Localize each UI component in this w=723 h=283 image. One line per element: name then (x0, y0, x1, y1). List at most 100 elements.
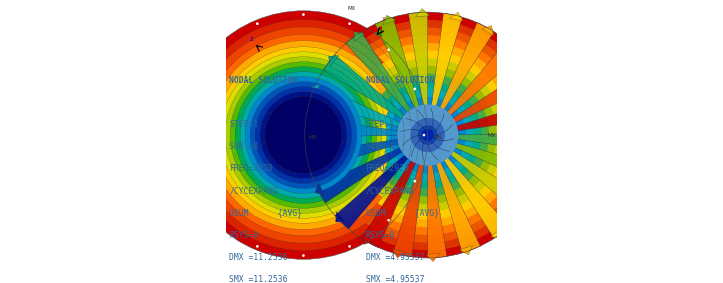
Text: MN: MN (433, 135, 442, 140)
Polygon shape (455, 99, 549, 131)
Circle shape (422, 134, 425, 136)
Polygon shape (362, 159, 416, 248)
Polygon shape (301, 116, 310, 130)
Polygon shape (446, 41, 521, 117)
Circle shape (203, 35, 404, 236)
Polygon shape (393, 249, 406, 258)
Polygon shape (453, 143, 546, 186)
Text: Z: Z (250, 37, 254, 42)
Polygon shape (416, 8, 429, 16)
Circle shape (351, 58, 505, 212)
Text: DMX =11.2536: DMX =11.2536 (229, 253, 288, 262)
Text: /CYCEXPAND: /CYCEXPAND (366, 186, 414, 195)
Text: STEP=1: STEP=1 (229, 120, 258, 129)
Circle shape (312, 20, 543, 250)
Circle shape (343, 51, 512, 220)
Circle shape (188, 20, 419, 250)
Polygon shape (315, 183, 325, 195)
Polygon shape (335, 212, 346, 222)
Circle shape (302, 254, 305, 257)
Circle shape (255, 87, 352, 183)
Text: RSYS=0: RSYS=0 (366, 231, 395, 240)
Polygon shape (375, 17, 420, 110)
Polygon shape (316, 147, 404, 203)
Circle shape (256, 22, 259, 25)
Polygon shape (306, 139, 401, 171)
Polygon shape (362, 234, 374, 244)
Text: MN: MN (309, 135, 317, 140)
Polygon shape (309, 84, 402, 127)
Polygon shape (335, 154, 409, 229)
Circle shape (382, 89, 474, 181)
Circle shape (281, 113, 326, 157)
Polygon shape (545, 140, 554, 154)
Text: FREQ=2920: FREQ=2920 (229, 164, 273, 173)
Circle shape (348, 22, 351, 25)
Circle shape (348, 245, 351, 248)
Polygon shape (428, 163, 447, 258)
Circle shape (367, 74, 489, 196)
Text: /CYCEXPAND: /CYCEXPAND (229, 186, 278, 195)
Polygon shape (426, 254, 440, 261)
Circle shape (296, 128, 311, 143)
Polygon shape (354, 32, 364, 42)
Circle shape (405, 112, 450, 158)
Polygon shape (303, 150, 312, 164)
Circle shape (397, 104, 458, 166)
Circle shape (388, 48, 390, 51)
Circle shape (420, 127, 435, 143)
Circle shape (260, 92, 347, 179)
Polygon shape (305, 117, 400, 137)
Circle shape (302, 13, 305, 16)
Circle shape (181, 134, 184, 136)
Polygon shape (432, 13, 462, 108)
Circle shape (265, 97, 342, 173)
Text: FREQ=2920: FREQ=2920 (366, 164, 409, 173)
Polygon shape (449, 150, 532, 216)
Circle shape (328, 35, 528, 235)
Text: DMX =4.95537: DMX =4.95537 (366, 253, 424, 262)
Text: SMX =4.95537: SMX =4.95537 (366, 275, 424, 283)
Polygon shape (408, 12, 428, 107)
Circle shape (195, 27, 411, 243)
Circle shape (418, 125, 437, 145)
Polygon shape (455, 133, 550, 153)
Circle shape (230, 62, 377, 208)
Circle shape (292, 124, 315, 146)
Circle shape (221, 52, 387, 218)
Circle shape (215, 47, 392, 223)
Circle shape (287, 119, 320, 151)
Circle shape (235, 67, 372, 203)
Circle shape (411, 118, 445, 152)
Circle shape (374, 81, 482, 189)
Circle shape (320, 27, 535, 243)
Polygon shape (450, 12, 463, 21)
Circle shape (412, 120, 443, 150)
Polygon shape (451, 67, 539, 123)
Circle shape (414, 180, 416, 183)
Text: MX: MX (487, 132, 495, 138)
Circle shape (240, 72, 367, 198)
Text: STEP=1: STEP=1 (366, 120, 395, 129)
Polygon shape (310, 84, 320, 97)
Circle shape (245, 77, 362, 193)
Circle shape (250, 82, 357, 188)
Text: USUM      {AVG}: USUM {AVG} (366, 209, 439, 218)
Polygon shape (443, 156, 510, 238)
Polygon shape (510, 48, 520, 58)
Circle shape (388, 219, 390, 222)
Circle shape (397, 104, 458, 166)
Text: USUM      {AVG}: USUM {AVG} (229, 209, 302, 218)
Text: RSYS=0: RSYS=0 (229, 231, 258, 240)
Polygon shape (346, 32, 412, 114)
Text: SUB =8: SUB =8 (366, 142, 395, 151)
Polygon shape (383, 15, 395, 25)
Circle shape (191, 87, 194, 90)
Circle shape (359, 66, 497, 204)
Polygon shape (436, 160, 480, 253)
Polygon shape (323, 55, 406, 120)
Text: NODAL SOLUTION: NODAL SOLUTION (229, 76, 297, 85)
Text: X: X (382, 17, 386, 22)
Text: MX: MX (348, 6, 356, 11)
Circle shape (209, 41, 398, 230)
